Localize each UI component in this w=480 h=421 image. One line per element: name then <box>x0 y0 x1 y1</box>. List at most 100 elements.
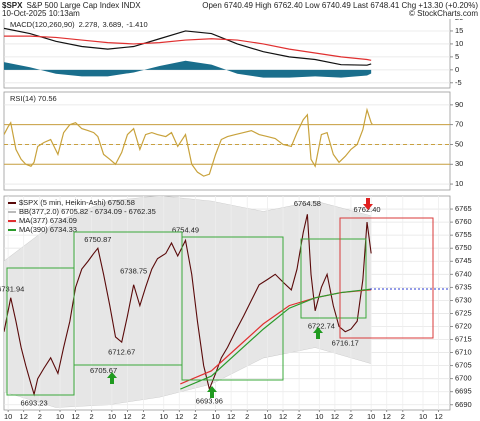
legend-entry: MA(377) 6734.09 <box>19 216 77 225</box>
panel-content <box>4 196 450 410</box>
panel-title: RSI(14) 70.56 <box>10 94 57 103</box>
legend-value: -1.410 <box>126 20 147 29</box>
buy-arrow <box>107 372 117 384</box>
instrument-name: S&P 500 Large Cap Index INDX <box>26 1 141 10</box>
x-tick-label: 12 <box>331 412 339 421</box>
legend-entry: MA(390) 6734.33 <box>19 225 77 234</box>
x-tick-label: 10 <box>56 412 64 421</box>
price-annotation: 6693.96 <box>196 396 223 405</box>
price-annotation: 6764.58 <box>294 199 321 208</box>
y-tick-label: 6735 <box>455 282 472 291</box>
y-tick-label: 6690 <box>455 400 472 409</box>
sell-arrow <box>363 198 373 210</box>
legend-value: 2.278, <box>79 20 100 29</box>
symbol: $SPX <box>2 1 23 10</box>
y-tick-label: 10 <box>455 179 463 188</box>
legend-entry: $SPX (5 min, Heikin-Ashi) 6750.58 <box>19 198 135 207</box>
x-tick-label: 2 <box>141 412 145 421</box>
x-tick-label: 2 <box>401 412 405 421</box>
y-tick-label: 6750 <box>455 243 472 252</box>
credit: © StockCharts.com <box>409 9 478 18</box>
x-tick-label: 12 <box>434 412 442 421</box>
y-tick-label: 6745 <box>455 256 472 265</box>
panel-title: MACD(120,260,90) <box>10 20 75 29</box>
y-tick-label: 6740 <box>455 269 472 278</box>
y-tick-label: 5 <box>455 52 459 61</box>
y-tick-label: 6715 <box>455 335 472 344</box>
panel-frame <box>3 91 451 191</box>
x-tick-label: 10 <box>211 412 219 421</box>
range-box <box>300 238 367 319</box>
price-annotation: 6731.94 <box>0 284 24 293</box>
quote: Open 6740.49 High 6762.40 Low 6740.49 La… <box>202 1 478 10</box>
buy-arrow <box>313 327 323 339</box>
x-tick-label: 12 <box>279 412 287 421</box>
panel-frame <box>3 17 451 89</box>
x-tick-label: 12 <box>123 412 131 421</box>
price-annotation: 6712.67 <box>108 348 135 357</box>
series-line <box>4 35 372 61</box>
x-tick-label: 10 <box>315 412 323 421</box>
x-tick-label: 2 <box>297 412 301 421</box>
y-tick-label: 6710 <box>455 348 472 357</box>
x-tick-label: 2 <box>90 412 94 421</box>
y-tick-label: 70 <box>455 120 463 129</box>
price-annotation: 6750.87 <box>84 235 111 244</box>
annotation-overlay <box>6 198 450 398</box>
price-annotation: 6693.23 <box>21 398 48 407</box>
y-tick-label: 6695 <box>455 387 472 396</box>
x-tick-label: 2 <box>193 412 197 421</box>
x-tick-label: 10 <box>367 412 375 421</box>
x-tick-label: 10 <box>160 412 168 421</box>
plot-area: 20151050-5MACD(120,260,90)2.278,3.689,-1… <box>0 13 472 421</box>
panel-content <box>4 18 450 84</box>
histogram-area <box>4 60 372 78</box>
price-annotation: 6738.75 <box>120 267 147 276</box>
range-box <box>181 236 284 381</box>
y-tick-label: -5 <box>455 78 462 87</box>
price-annotation: 6754.49 <box>172 225 199 234</box>
price-annotation: 6705.67 <box>90 366 117 375</box>
range-box <box>339 217 434 339</box>
y-tick-label: 6700 <box>455 374 472 383</box>
x-tick-label: 2 <box>349 412 353 421</box>
legend-value: 3.689, <box>102 20 123 29</box>
x-tick-label: 12 <box>383 412 391 421</box>
y-tick-label: 6755 <box>455 230 472 239</box>
timestamp: 10-Oct-2025 10:13am <box>2 9 80 18</box>
panel-content <box>4 104 450 185</box>
legend-entry: BB(377,2.0) 6705.82 - 6734.09 - 6762.35 <box>19 207 156 216</box>
buy-arrow <box>207 386 217 398</box>
price-annotation: 6762.40 <box>353 205 380 214</box>
y-tick-label: 30 <box>455 159 463 168</box>
x-tick-label: 12 <box>227 412 235 421</box>
series-line <box>4 27 372 66</box>
x-tick-label: 12 <box>20 412 28 421</box>
x-tick-label: 2 <box>38 412 42 421</box>
price-annotation: 6722.74 <box>308 321 335 330</box>
y-tick-label: 6765 <box>455 204 472 213</box>
y-tick-label: 6760 <box>455 217 472 226</box>
y-tick-label: 6725 <box>455 308 472 317</box>
y-tick-label: 0 <box>455 65 459 74</box>
y-tick-label: 50 <box>455 139 463 148</box>
y-tick-label: 6730 <box>455 295 472 304</box>
x-tick-label: 12 <box>175 412 183 421</box>
x-tick-label: 10 <box>108 412 116 421</box>
y-tick-label: 6705 <box>455 361 472 370</box>
x-tick-label: 12 <box>71 412 79 421</box>
header-strip <box>0 0 480 19</box>
x-tick-label: 2 <box>245 412 249 421</box>
series-line <box>4 107 373 177</box>
x-tick-label: 10 <box>419 412 427 421</box>
x-tick-label: 10 <box>263 412 271 421</box>
x-tick-label: 10 <box>4 412 12 421</box>
y-tick-label: 15 <box>455 26 463 35</box>
price-annotation: 6716.17 <box>332 338 359 347</box>
y-tick-label: 6720 <box>455 321 472 330</box>
y-tick-label: 90 <box>455 100 463 109</box>
bollinger-band <box>4 196 372 408</box>
y-tick-label: 10 <box>455 39 463 48</box>
series-line <box>180 288 372 390</box>
